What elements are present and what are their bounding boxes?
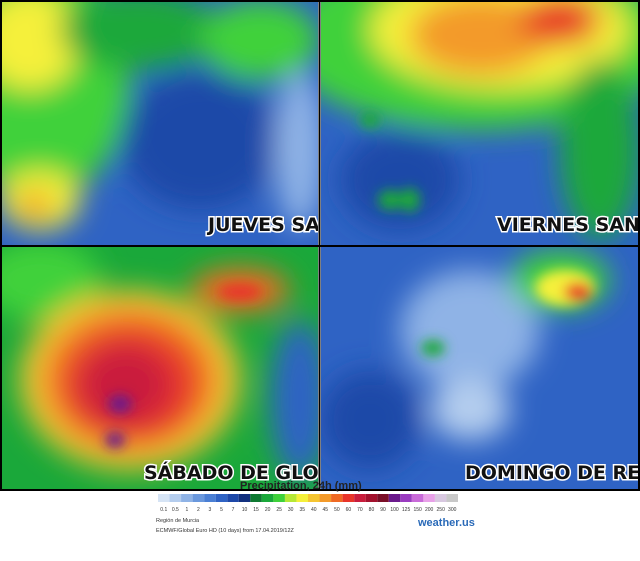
legend-label: 60 bbox=[346, 507, 352, 513]
legend-label: 35 bbox=[299, 507, 305, 513]
legend-swatch bbox=[365, 494, 378, 502]
legend-label: 2 bbox=[197, 507, 200, 513]
brand: weather.us bbox=[417, 517, 475, 529]
legend-swatch bbox=[434, 494, 447, 502]
legend-label: 5 bbox=[220, 507, 223, 513]
legend-label: 100 bbox=[390, 507, 399, 513]
legend-label: 45 bbox=[323, 507, 329, 513]
legend-label: 25 bbox=[276, 507, 282, 513]
legend-swatch bbox=[284, 494, 297, 502]
legend-swatch bbox=[192, 494, 205, 502]
legend-swatch bbox=[169, 494, 182, 502]
map-panel: SÁBADO DE GLORIA bbox=[0, 247, 355, 490]
legend-swatch bbox=[342, 494, 355, 502]
legend-label: 15 bbox=[253, 507, 259, 513]
legend-label: 0.1 bbox=[160, 507, 167, 513]
legend-swatch bbox=[423, 494, 435, 502]
legend-label: 3 bbox=[209, 507, 212, 513]
panel-label: VIERNES SANTO bbox=[497, 214, 640, 236]
legend-swatch bbox=[273, 494, 285, 502]
legend-label: 20 bbox=[265, 507, 271, 513]
legend-label: 250 bbox=[437, 507, 446, 513]
legend-swatch bbox=[261, 494, 274, 502]
legend-title: Precipitation, 24h (mm) bbox=[240, 480, 362, 492]
panel-label: SÁBADO DE GLORIA bbox=[144, 461, 355, 484]
legend-label: 90 bbox=[380, 507, 386, 513]
legend-swatch bbox=[388, 494, 401, 502]
map-panel: JUEVES SANTO bbox=[0, 0, 365, 245]
footer-model: ECMWF/Global Euro HD (10 days) from 17.0… bbox=[156, 528, 295, 534]
legend-swatch bbox=[238, 494, 251, 502]
legend-label: 40 bbox=[311, 507, 317, 513]
map-panel: DOMINGO DE RESURRECCIÓN bbox=[321, 247, 640, 490]
legend-swatch bbox=[331, 494, 343, 502]
legend-label: 125 bbox=[402, 507, 411, 513]
legend-label: 30 bbox=[288, 507, 294, 513]
legend-swatch bbox=[377, 494, 389, 502]
legend-label: 150 bbox=[413, 507, 422, 513]
legend-swatch bbox=[446, 494, 458, 502]
color-legend: 0.1 0.5 1 2 3 5 7 10 15 20 25 30 35 40 45 50 60 70 80 90 100… bbox=[158, 494, 458, 513]
map-panel: VIERNES SANTO bbox=[321, 0, 640, 245]
legend-swatch bbox=[354, 494, 366, 502]
legend-swatch bbox=[227, 494, 239, 502]
legend-label: 0.5 bbox=[172, 507, 179, 513]
legend-swatch bbox=[181, 494, 193, 502]
legend-label: 80 bbox=[369, 507, 375, 513]
legend-label: 70 bbox=[357, 507, 363, 513]
legend-label: 200 bbox=[425, 507, 434, 513]
legend-swatch bbox=[319, 494, 332, 502]
legend-swatch bbox=[411, 494, 424, 502]
legend-label: 300 bbox=[448, 507, 457, 513]
legend-swatch bbox=[250, 494, 262, 502]
legend-label: 50 bbox=[334, 507, 340, 513]
legend-label: 1 bbox=[185, 507, 188, 513]
legend-swatch bbox=[158, 494, 170, 502]
panel-label: JUEVES SANTO bbox=[206, 214, 365, 236]
legend-label: 10 bbox=[242, 507, 248, 513]
legend-swatch bbox=[215, 494, 228, 502]
footer-region: Región de Murcia bbox=[156, 518, 200, 524]
legend-swatch bbox=[204, 494, 216, 502]
legend-swatch bbox=[296, 494, 308, 502]
legend-swatch bbox=[308, 494, 320, 502]
panel-label: DOMINGO DE RESURRECCIÓN bbox=[465, 460, 640, 484]
legend-swatch bbox=[400, 494, 412, 502]
legend-label: 7 bbox=[232, 507, 235, 513]
